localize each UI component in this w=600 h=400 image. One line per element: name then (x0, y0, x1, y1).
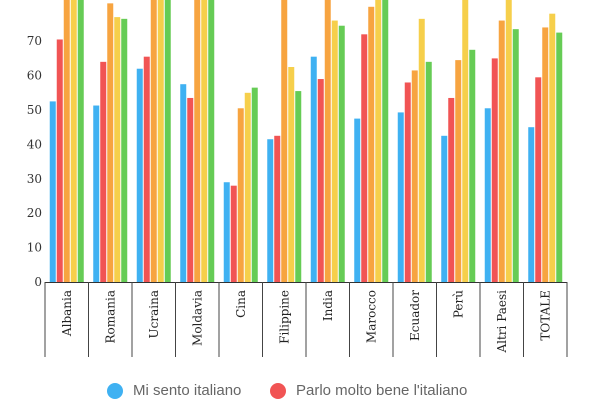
bar-romania-series-1 (93, 105, 100, 282)
x-tick-label: India (321, 290, 335, 321)
bar-marocco-series-4 (375, 0, 382, 282)
legend-item-series-1[interactable]: Mi sento italiano (107, 382, 241, 400)
x-tick-label: Filippine (277, 290, 291, 344)
bar-romania-series-4 (114, 17, 121, 283)
bar-perù-series-3 (455, 60, 462, 283)
bar-totale-series-4 (549, 13, 556, 283)
bar-filippine-series-1 (267, 139, 274, 282)
bar-ecuador-series-5 (425, 61, 432, 283)
bar-filippine-series-2 (274, 135, 281, 282)
x-tick-label: TOTALE (538, 290, 552, 341)
bar-india-series-4 (331, 20, 338, 283)
legend-label-series-1: Mi sento italiano (133, 382, 242, 399)
bar-totale-series-5 (556, 32, 563, 282)
y-tick-label: 60 (27, 69, 42, 83)
x-tick-label: Moldavia (190, 290, 204, 346)
bar-ucraina-series-5 (164, 0, 171, 282)
bar-moldavia-series-2 (187, 97, 194, 283)
x-tick-label: Ucraina (147, 290, 161, 338)
bar-ucraina-series-4 (157, 0, 164, 282)
bar-ecuador-series-3 (411, 70, 418, 282)
bar-romania-series-5 (121, 18, 128, 283)
bar-altri-paesi-series-3 (498, 20, 505, 283)
bar-ecuador-series-1 (397, 112, 404, 282)
bar-romania-series-3 (107, 3, 114, 283)
y-tick-label: 0 (34, 275, 42, 289)
x-tick-label: Albania (60, 290, 74, 337)
legend-marker-series-2 (270, 383, 286, 399)
bar-india-series-3 (324, 0, 331, 282)
bar-romania-series-2 (100, 61, 107, 283)
bar-altri-paesi-series-1 (484, 108, 491, 282)
bar-moldavia-series-3 (194, 0, 201, 282)
y-tick-label: 70 (27, 34, 42, 48)
bar-altri-paesi-series-4 (505, 0, 512, 282)
bar-ucraina-series-1 (136, 68, 143, 282)
y-tick-label: 10 (27, 241, 42, 255)
bar-filippine-series-3 (281, 0, 288, 282)
bar-altri-paesi-series-5 (512, 29, 519, 282)
bar-ucraina-series-3 (150, 0, 157, 282)
bar-ecuador-series-2 (404, 82, 411, 282)
bar-cina-series-5 (251, 87, 258, 282)
bar-ecuador-series-4 (418, 18, 425, 283)
bar-cina-series-3 (237, 108, 244, 282)
bar-moldavia-series-1 (180, 84, 187, 282)
x-tick-label: Cina (234, 290, 248, 318)
y-tick-label: 50 (27, 103, 42, 117)
bar-marocco-series-3 (368, 6, 375, 283)
bar-albania-series-5 (77, 0, 84, 282)
bar-albania-series-2 (56, 39, 63, 283)
legend-marker-series-1 (107, 383, 123, 399)
bar-india-series-5 (338, 25, 345, 282)
bar-filippine-series-4 (288, 67, 295, 282)
bar-marocco-series-1 (354, 118, 361, 282)
bar-india-series-1 (310, 56, 317, 283)
legend: Mi sento italiano Parlo molto bene l'ita… (0, 382, 600, 400)
bar-altri-paesi-series-2 (491, 58, 498, 283)
bar-cina-series-4 (244, 92, 251, 282)
bar-perù-series-5 (469, 49, 476, 282)
bar-albania-series-3 (63, 0, 70, 282)
bar-cina-series-1 (223, 182, 230, 282)
bar-moldavia-series-5 (208, 0, 215, 282)
bar-totale-series-3 (542, 27, 549, 282)
bar-ucraina-series-2 (143, 56, 150, 283)
bar-albania-series-4 (70, 0, 77, 282)
y-tick-label: 20 (27, 206, 42, 220)
y-tick-label: 30 (27, 172, 42, 186)
x-tick-label: Altri Paesi (495, 290, 509, 354)
bar-perù-series-1 (441, 135, 448, 282)
x-tick-label: Romania (103, 290, 117, 344)
x-tick-label: Ecuador (408, 290, 422, 341)
bar-perù-series-4 (462, 0, 469, 282)
bar-marocco-series-5 (382, 0, 389, 282)
bar-totale-series-2 (535, 77, 542, 282)
x-tick-label: Perù (451, 290, 465, 318)
bar-cina-series-2 (230, 185, 237, 282)
bar-moldavia-series-4 (201, 0, 208, 282)
legend-item-series-2[interactable]: Parlo molto bene l'italiano (270, 382, 467, 400)
legend-label-series-2: Parlo molto bene l'italiano (296, 382, 468, 399)
y-tick-label: 40 (27, 137, 42, 151)
bar-albania-series-1 (49, 101, 56, 283)
bar-totale-series-1 (528, 127, 535, 282)
x-tick-label: Marocco (364, 290, 378, 343)
bar-perù-series-2 (448, 97, 455, 283)
bar-filippine-series-5 (295, 91, 302, 282)
bar-india-series-2 (317, 79, 324, 282)
bar-marocco-series-2 (361, 34, 368, 282)
